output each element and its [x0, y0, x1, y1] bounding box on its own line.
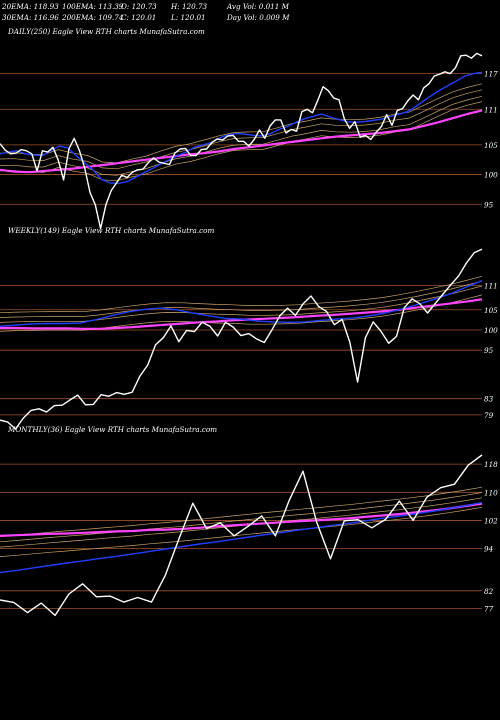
y-tick-label: 105: [484, 306, 498, 315]
weekly-chart-caption: WEEKLY(149) Eagle View RTH charts Munafa…: [8, 226, 214, 235]
ema-fast-line: [0, 280, 483, 327]
y-tick-label: 95: [484, 200, 494, 209]
ema-fast-line: [0, 501, 483, 574]
ema-ribbon-line: [0, 285, 483, 323]
stat-high: H: 120.73: [170, 2, 208, 11]
y-tick-label: 102: [484, 516, 498, 525]
stat-open: O: 120.73: [121, 2, 157, 11]
ema-ribbon-line: [0, 280, 483, 318]
y-tick-label: 111: [484, 282, 498, 291]
y-tick-label: 79: [484, 411, 494, 420]
stat-20ema: 20EMA: 118.93: [1, 2, 59, 11]
stat-200ema: 200EMA: 109.74: [61, 13, 124, 22]
y-tick-label: 94: [484, 545, 494, 554]
ema-ribbon-line: [0, 486, 483, 537]
stat-avg-vol: Avg Vol: 0.011 M: [226, 2, 290, 11]
monthly-chart-panel: MONTHLY(36) Eagle View RTH charts Munafa…: [0, 425, 498, 617]
weekly-chart-panel: WEEKLY(149) Eagle View RTH charts Munafa…: [0, 226, 498, 430]
stat-30ema: 30EMA: 116.96: [2, 13, 59, 22]
y-tick-label: 83: [484, 395, 494, 404]
stat-day-vol: Day Vol: 0.009 M: [226, 13, 290, 22]
y-tick-label: 110: [484, 488, 498, 497]
y-tick-label: 77: [484, 604, 494, 613]
price-line: [0, 52, 483, 230]
y-tick-label: 105: [484, 141, 498, 150]
price-line: [0, 248, 483, 430]
ema-ribbon-line: [0, 89, 483, 170]
y-tick-label: 118: [484, 460, 498, 469]
y-tick-label: 95: [484, 346, 494, 355]
ema-slow-line: [0, 109, 483, 174]
ema-ribbon-line: [0, 275, 483, 314]
y-tick-label: 111: [484, 105, 498, 114]
ema-fast-line: [0, 71, 483, 185]
ema-ribbon-line: [0, 506, 483, 557]
y-tick-label: 100: [484, 171, 498, 180]
y-tick-label: 100: [484, 326, 498, 335]
y-tick-label: 117: [484, 70, 498, 79]
monthly-chart-caption: MONTHLY(36) Eagle View RTH charts Munafa…: [7, 425, 217, 434]
ema-slow-line: [0, 502, 483, 537]
daily-chart-panel: DAILY(250) Eagle View RTH charts MunafaS…: [0, 27, 498, 230]
price-line: [0, 454, 483, 617]
daily-chart-caption: DAILY(250) Eagle View RTH charts MunafaS…: [7, 27, 205, 36]
stat-low: L: 120.01: [170, 13, 206, 22]
stat-close: C: 120.01: [121, 13, 156, 22]
header-stats: 20EMA: 118.93 100EMA: 113.39 O: 120.73 H…: [1, 2, 290, 22]
stat-100ema: 100EMA: 113.39: [62, 2, 124, 11]
ema-ribbon-line: [0, 294, 483, 332]
y-tick-label: 82: [484, 587, 494, 596]
